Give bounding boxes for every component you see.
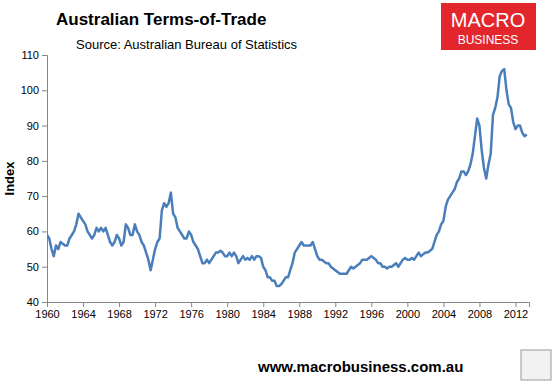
x-tick: 1996 bbox=[360, 302, 384, 320]
x-tick: 2004 bbox=[432, 302, 456, 320]
y-tick: 50 bbox=[27, 261, 47, 273]
y-tick-mark bbox=[42, 161, 47, 162]
x-tick-mark bbox=[83, 302, 84, 307]
y-tick-label: 60 bbox=[27, 225, 39, 237]
x-tick: 1964 bbox=[71, 302, 95, 320]
plot-area bbox=[47, 69, 527, 286]
subtitle: Source: Australian Bureau of Statistics bbox=[76, 37, 298, 52]
x-tick: 1988 bbox=[288, 302, 312, 320]
x-tick: 1960 bbox=[35, 302, 59, 320]
y-tick: 60 bbox=[27, 225, 47, 237]
x-tick: 1992 bbox=[324, 302, 348, 320]
y-tick-label: 50 bbox=[27, 261, 39, 273]
x-tick-mark bbox=[191, 302, 192, 307]
y-tick: 80 bbox=[27, 155, 47, 167]
x-axis-line bbox=[48, 303, 530, 308]
y-tick-label: 70 bbox=[27, 190, 39, 202]
x-tick-mark bbox=[407, 302, 408, 307]
y-tick-label: 80 bbox=[27, 155, 39, 167]
y-tick-label: 100 bbox=[21, 84, 39, 96]
data-line bbox=[47, 69, 527, 286]
x-tick-label: 1980 bbox=[215, 308, 239, 320]
y-axis-title: Index bbox=[2, 161, 17, 196]
logo-text: BUSINESS bbox=[458, 33, 519, 47]
y-tick: 110 bbox=[21, 49, 47, 61]
x-tick: 2012 bbox=[504, 302, 528, 320]
x-tick-label: 2000 bbox=[396, 308, 420, 320]
x-tick-label: 2008 bbox=[468, 308, 492, 320]
y-tick-mark bbox=[42, 55, 47, 56]
x-tick-label: 1968 bbox=[107, 308, 131, 320]
x-tick-mark bbox=[335, 302, 336, 307]
x-tick-label: 1976 bbox=[179, 308, 203, 320]
x-tick: 1972 bbox=[143, 302, 167, 320]
y-tick-mark bbox=[42, 196, 47, 197]
x-tick-label: 1960 bbox=[35, 308, 59, 320]
y-tick-mark bbox=[42, 267, 47, 268]
title: Australian Terms-of-Trade bbox=[56, 10, 266, 29]
logo-box bbox=[441, 3, 536, 50]
x-tick: 2008 bbox=[468, 302, 492, 320]
x-tick-mark bbox=[443, 302, 444, 307]
x-tick-mark bbox=[299, 302, 300, 307]
x-tick-mark bbox=[155, 302, 156, 307]
icon bbox=[521, 350, 551, 380]
x-tick: 1980 bbox=[215, 302, 239, 320]
x-tick-mark bbox=[47, 302, 48, 307]
x-tick: 1976 bbox=[179, 302, 203, 320]
logo-text: MACRO bbox=[451, 9, 525, 31]
y-tick-label: 90 bbox=[27, 120, 39, 132]
y-axis-line bbox=[42, 56, 48, 303]
x-tick: 1968 bbox=[107, 302, 131, 320]
y-tick: 100 bbox=[21, 84, 47, 96]
x-tick: 1984 bbox=[251, 302, 275, 320]
x-tick-label: 1996 bbox=[360, 308, 384, 320]
y-tick: 90 bbox=[27, 120, 47, 132]
x-tick: 2000 bbox=[396, 302, 420, 320]
y-tick-mark bbox=[42, 302, 47, 303]
y-tick-mark bbox=[42, 90, 47, 91]
y-tick-label: 40 bbox=[27, 296, 39, 308]
footer: www.macrobusiness.com.au bbox=[257, 358, 463, 375]
y-tick-mark bbox=[42, 231, 47, 232]
x-tick-mark bbox=[227, 302, 228, 307]
x-tick-label: 1972 bbox=[143, 308, 167, 320]
x-tick-label: 2004 bbox=[432, 308, 456, 320]
x-tick-mark bbox=[119, 302, 120, 307]
y-tick: 70 bbox=[27, 190, 47, 202]
x-tick-label: 1992 bbox=[324, 308, 348, 320]
x-tick-label: 1984 bbox=[251, 308, 275, 320]
x-tick-mark bbox=[515, 302, 516, 307]
y-axis: 40 50 60 70 80 90 100 110 bbox=[21, 49, 48, 308]
chart: Australian Terms-of-Trade Source: Austral… bbox=[0, 0, 559, 390]
y-tick: 40 bbox=[27, 296, 47, 308]
y-tick-label: 110 bbox=[21, 49, 39, 61]
x-tick-label: 1988 bbox=[288, 308, 312, 320]
y-tick-mark bbox=[42, 126, 47, 127]
x-tick-label: 2012 bbox=[504, 308, 528, 320]
x-tick-mark bbox=[263, 302, 264, 307]
x-tick-mark bbox=[371, 302, 372, 307]
x-tick-mark bbox=[479, 302, 480, 307]
x-axis: 1960 1964 1968 1972 1976 1980 1984 1988 1992 1996… bbox=[35, 302, 529, 320]
x-tick-label: 1964 bbox=[71, 308, 95, 320]
